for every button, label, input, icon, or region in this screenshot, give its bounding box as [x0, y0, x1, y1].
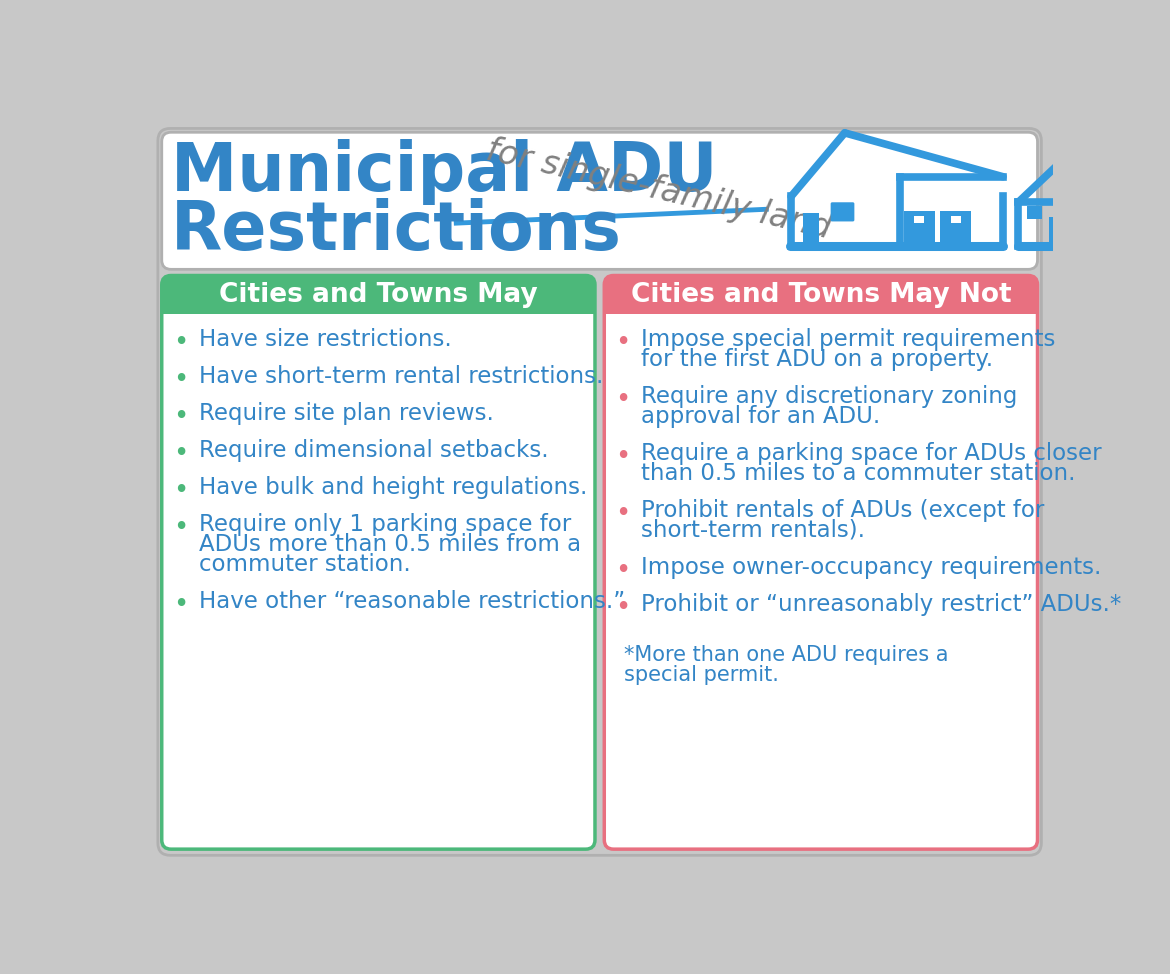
Text: •: • [173, 330, 188, 356]
Text: approval for an ADU.: approval for an ADU. [641, 405, 881, 428]
Text: for the first ADU on a property.: for the first ADU on a property. [641, 348, 993, 371]
Text: Restrictions: Restrictions [171, 198, 622, 264]
FancyBboxPatch shape [158, 129, 1041, 855]
Text: Impose special permit requirements: Impose special permit requirements [641, 328, 1055, 351]
Text: •: • [173, 441, 188, 468]
FancyBboxPatch shape [161, 276, 596, 314]
Bar [604, 295, 1038, 314]
Text: •: • [173, 404, 188, 431]
Text: Municipal ADU: Municipal ADU [171, 139, 717, 206]
Text: ADUs more than 0.5 miles from a: ADUs more than 0.5 miles from a [199, 533, 581, 556]
FancyBboxPatch shape [161, 132, 1038, 270]
Text: Have size restrictions.: Have size restrictions. [199, 328, 452, 351]
Text: Require dimensional setbacks.: Require dimensional setbacks. [199, 438, 549, 462]
Text: •: • [615, 330, 631, 356]
Bar [903, 211, 935, 246]
Text: short-term rentals).: short-term rentals). [641, 519, 866, 542]
Text: •: • [173, 592, 188, 618]
Text: Have bulk and height regulations.: Have bulk and height regulations. [199, 475, 587, 499]
Text: Cities and Towns May Not: Cities and Towns May Not [631, 281, 1011, 308]
Bar [941, 211, 971, 246]
Text: •: • [173, 367, 188, 393]
Bar [1027, 206, 1041, 219]
Text: for single-family land: for single-family land [483, 134, 834, 245]
Text: Have short-term rental restrictions.: Have short-term rental restrictions. [199, 365, 604, 388]
Text: •: • [173, 515, 188, 541]
Text: •: • [615, 387, 631, 413]
Text: Cities and Towns May: Cities and Towns May [219, 281, 538, 308]
Bar [803, 213, 819, 246]
Text: Prohibit rentals of ADUs (except for: Prohibit rentals of ADUs (except for [641, 499, 1045, 522]
Bar [1048, 217, 1065, 246]
Text: Have other “reasonable restrictions.”: Have other “reasonable restrictions.” [199, 589, 625, 613]
Text: •: • [615, 595, 631, 621]
Text: Require a parking space for ADUs closer: Require a parking space for ADUs closer [641, 442, 1102, 465]
Text: •: • [615, 501, 631, 527]
Text: commuter station.: commuter station. [199, 552, 411, 576]
FancyBboxPatch shape [604, 276, 1038, 849]
Text: Require any discretionary zoning: Require any discretionary zoning [641, 385, 1018, 408]
FancyBboxPatch shape [604, 276, 1038, 314]
Bar [914, 215, 924, 223]
Text: *More than one ADU requires a: *More than one ADU requires a [625, 645, 949, 665]
Text: Require only 1 parking space for: Require only 1 parking space for [199, 512, 571, 536]
FancyBboxPatch shape [161, 276, 596, 849]
Bar [161, 295, 596, 314]
Bar [951, 215, 961, 223]
Text: Impose owner-occupancy requirements.: Impose owner-occupancy requirements. [641, 556, 1102, 579]
Text: than 0.5 miles to a commuter station.: than 0.5 miles to a commuter station. [641, 462, 1076, 485]
FancyBboxPatch shape [831, 203, 854, 221]
Text: Prohibit or “unreasonably restrict” ADUs.*: Prohibit or “unreasonably restrict” ADUs… [641, 593, 1122, 616]
Text: •: • [173, 478, 188, 504]
Text: Require site plan reviews.: Require site plan reviews. [199, 402, 494, 425]
Text: special permit.: special permit. [625, 665, 779, 685]
Text: •: • [615, 558, 631, 584]
Text: •: • [615, 444, 631, 470]
